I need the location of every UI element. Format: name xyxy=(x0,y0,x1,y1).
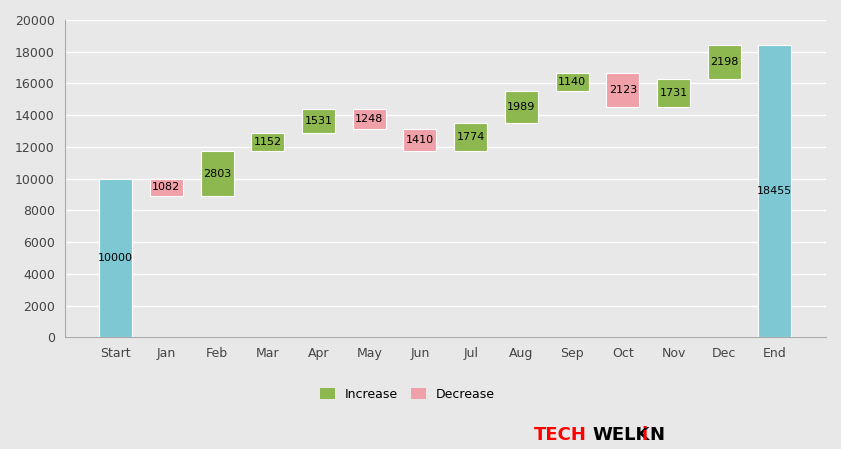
Text: 1774: 1774 xyxy=(457,132,485,142)
Text: 2123: 2123 xyxy=(609,85,637,95)
Text: 1082: 1082 xyxy=(152,182,181,192)
Bar xyxy=(454,123,487,151)
Bar xyxy=(556,73,589,91)
Text: 10000: 10000 xyxy=(98,253,133,263)
Bar xyxy=(657,79,690,107)
Text: 1152: 1152 xyxy=(254,137,282,147)
Bar xyxy=(606,73,639,107)
Text: 1731: 1731 xyxy=(659,88,688,98)
Text: 1140: 1140 xyxy=(558,77,586,87)
Bar xyxy=(251,133,284,151)
Bar xyxy=(404,128,436,151)
Text: N: N xyxy=(649,426,664,444)
Bar xyxy=(150,179,182,196)
Text: 1248: 1248 xyxy=(355,114,383,123)
Text: i: i xyxy=(642,426,648,444)
Bar xyxy=(759,44,791,337)
Text: 2803: 2803 xyxy=(203,168,231,179)
Text: 1531: 1531 xyxy=(304,116,332,126)
Legend: Increase, Decrease: Increase, Decrease xyxy=(320,388,495,401)
Bar xyxy=(302,109,335,133)
Bar xyxy=(708,44,741,79)
Bar xyxy=(352,109,386,128)
Bar xyxy=(99,179,132,337)
Text: 1410: 1410 xyxy=(406,135,434,145)
Text: TECH: TECH xyxy=(534,426,587,444)
Bar xyxy=(505,91,538,123)
Text: WELK: WELK xyxy=(593,426,650,444)
Text: 1989: 1989 xyxy=(507,102,536,112)
Text: 2198: 2198 xyxy=(710,57,738,67)
Text: 18455: 18455 xyxy=(757,186,792,196)
Bar xyxy=(201,151,234,196)
